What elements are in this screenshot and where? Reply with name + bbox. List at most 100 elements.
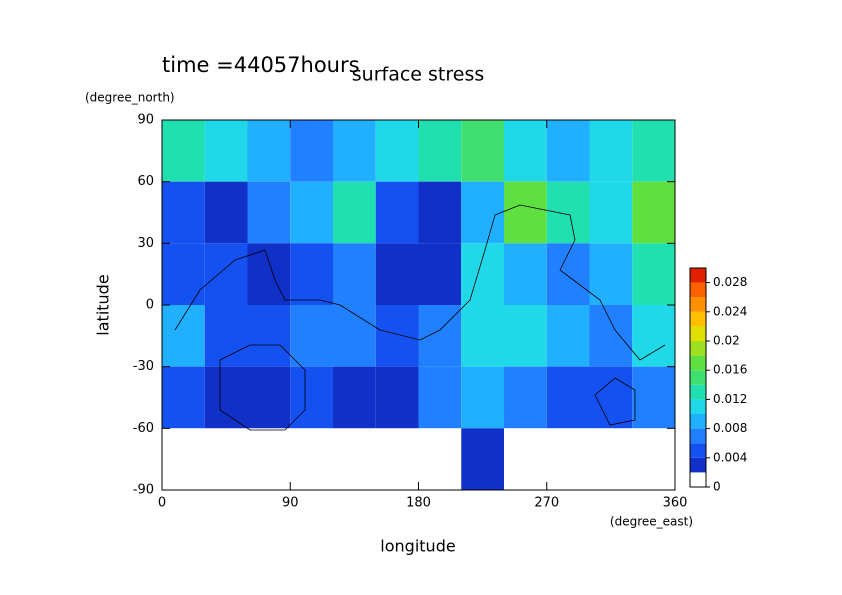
field-cell <box>589 120 633 182</box>
x-tick-label: 360 <box>663 496 688 511</box>
y-tick-label: 0 <box>146 298 154 313</box>
field-cell <box>375 305 419 367</box>
x-unit: (degree_east) <box>610 515 693 529</box>
colorbar-swatch <box>690 457 706 473</box>
field-cell <box>632 243 675 305</box>
field-cell <box>204 120 248 182</box>
field-cell <box>418 428 462 490</box>
y-tick-label: 90 <box>137 113 154 128</box>
field-cell <box>247 181 291 244</box>
coastlines <box>174 204 666 431</box>
field-cell <box>162 366 205 429</box>
field-cell <box>418 120 462 182</box>
field-cell <box>461 181 504 244</box>
colorbar-label: 0.008 <box>713 421 747 435</box>
field-cell <box>461 305 504 367</box>
colorbar-swatch <box>690 341 706 356</box>
field-cell <box>632 305 675 367</box>
y-unit: (degree_north) <box>85 91 175 105</box>
colorbar-swatch <box>690 443 706 458</box>
field-cell <box>504 243 547 305</box>
x-tick-label: 180 <box>406 496 431 511</box>
y-label: latitude <box>94 274 113 335</box>
field-cell <box>418 366 462 429</box>
field-cell <box>461 366 504 429</box>
field-cell <box>204 428 248 490</box>
field-cell <box>461 243 504 305</box>
field-cell <box>162 181 205 244</box>
field-cell <box>589 305 633 367</box>
field-cell <box>504 428 547 490</box>
field-cell <box>204 181 248 244</box>
field-cell <box>333 181 376 244</box>
colorbar-swatch <box>690 370 706 385</box>
field-cell <box>546 366 590 429</box>
field-cell <box>418 305 462 367</box>
field-cell <box>162 428 205 490</box>
field-cell <box>461 120 504 182</box>
field-cell <box>333 366 376 429</box>
field-cell <box>504 366 547 429</box>
field-cell <box>204 243 248 305</box>
field-cell <box>290 305 333 367</box>
field-cell <box>247 428 291 490</box>
colorbar-swatch <box>690 268 706 283</box>
field-cell <box>333 243 376 305</box>
colorbar-swatch <box>690 326 706 341</box>
field-cell <box>375 366 419 429</box>
field-cell <box>504 305 547 367</box>
y-tick-label: 30 <box>137 236 154 251</box>
colorbar-label: 0.02 <box>713 334 740 348</box>
colorbar-swatch <box>690 355 706 371</box>
field-cell <box>632 120 675 182</box>
x-tick-label: 270 <box>534 496 559 511</box>
colorbar-label: 0.012 <box>713 392 747 406</box>
field-cell <box>589 243 633 305</box>
colorbar-label: 0.024 <box>713 304 747 318</box>
field-cell <box>162 243 205 305</box>
field-cell <box>546 181 590 244</box>
field-cell <box>290 120 333 182</box>
field-cell <box>418 181 462 244</box>
field-cell <box>589 428 633 490</box>
field-cell <box>333 305 376 367</box>
colorbar-swatch <box>690 414 706 429</box>
chart-title: surface stress <box>352 64 485 86</box>
field-cell <box>632 428 675 490</box>
field-cell <box>589 181 633 244</box>
x-tick-label: 90 <box>282 496 299 511</box>
colorbar-label: 0 <box>713 480 721 494</box>
field-cell <box>546 243 590 305</box>
y-tick-label: -90 <box>133 483 154 498</box>
y-tick-label: -30 <box>133 359 154 374</box>
colorbar-swatch <box>690 399 706 414</box>
field-cell <box>375 243 419 305</box>
field-cell <box>375 181 419 244</box>
field-cell <box>546 428 590 490</box>
colorbar-swatch <box>690 428 706 444</box>
field-cell <box>375 120 419 182</box>
field-cell <box>333 428 376 490</box>
field-cell <box>162 120 205 182</box>
field-cell <box>247 120 291 182</box>
field-cell <box>418 243 462 305</box>
field-cell <box>504 120 547 182</box>
field-cell <box>247 243 291 305</box>
x-label: longitude <box>380 537 455 556</box>
field-cell <box>162 305 205 367</box>
colorbar-label: 0.004 <box>713 450 747 464</box>
colorbar-frame <box>689 267 707 488</box>
field-cell <box>247 305 291 367</box>
colorbar-label: 0.016 <box>713 363 747 377</box>
colorbar-label: 0.028 <box>713 275 747 289</box>
field-cell <box>290 243 333 305</box>
field-cell <box>375 428 419 490</box>
colorbar-swatch <box>690 311 706 327</box>
field-cell <box>290 181 333 244</box>
colorbar-swatch <box>690 384 706 400</box>
field-cell <box>204 305 248 367</box>
colorbar-swatch <box>690 297 706 312</box>
field-cell <box>290 428 333 490</box>
field-cell <box>247 366 291 429</box>
